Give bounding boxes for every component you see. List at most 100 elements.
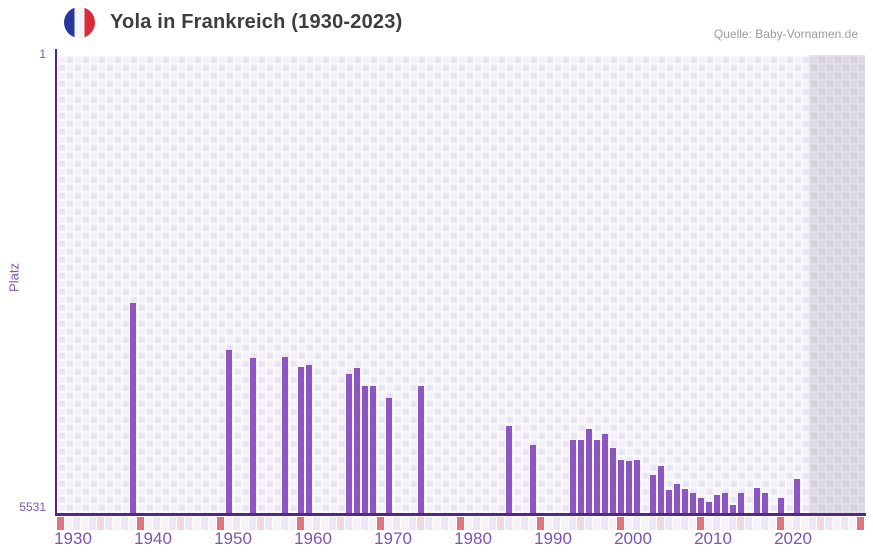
bar-1967[interactable] bbox=[370, 386, 376, 513]
marker-cell-1977 bbox=[449, 516, 456, 530]
bar-2018[interactable] bbox=[778, 498, 784, 513]
marker-cell-1928 bbox=[57, 516, 64, 530]
marker-cell-1963 bbox=[337, 516, 344, 530]
y-tick-label-top: 1 bbox=[39, 47, 46, 61]
bar-1997[interactable] bbox=[610, 448, 616, 513]
marker-cell-1935 bbox=[113, 516, 120, 530]
bar-1964[interactable] bbox=[346, 374, 352, 513]
bar-1995[interactable] bbox=[594, 440, 600, 513]
marker-cell-2027 bbox=[849, 516, 856, 530]
bar-1952[interactable] bbox=[250, 358, 256, 513]
x-tick-label-2000: 2000 bbox=[614, 529, 652, 548]
bar-1993[interactable] bbox=[578, 440, 584, 513]
marker-cell-1997 bbox=[609, 516, 616, 530]
bar-2008[interactable] bbox=[698, 498, 704, 513]
marker-cell-1989 bbox=[545, 516, 552, 530]
bar-2012[interactable] bbox=[730, 505, 736, 513]
marker-cell-1943 bbox=[177, 516, 184, 530]
bar-1973[interactable] bbox=[418, 386, 424, 513]
marker-cell-2009 bbox=[705, 516, 712, 530]
bar-1994[interactable] bbox=[586, 429, 592, 513]
x-tick-label-2020: 2020 bbox=[774, 529, 812, 548]
bar-2015[interactable] bbox=[754, 488, 760, 513]
bar-1999[interactable] bbox=[626, 461, 632, 513]
marker-cell-1988 bbox=[537, 516, 544, 530]
bar-1987[interactable] bbox=[530, 445, 536, 513]
marker-cell-1930 bbox=[73, 516, 80, 530]
marker-cell-2000 bbox=[633, 516, 640, 530]
bar-1966[interactable] bbox=[362, 386, 368, 513]
marker-cell-1980 bbox=[473, 516, 480, 530]
marker-cell-2005 bbox=[673, 516, 680, 530]
marker-cell-1947 bbox=[209, 516, 216, 530]
source-credit-link[interactable]: Quelle: Baby-Vornamen.de bbox=[713, 27, 858, 41]
marker-cell-2020 bbox=[793, 516, 800, 530]
marker-cell-1940 bbox=[153, 516, 160, 530]
marker-cell-1994 bbox=[585, 516, 592, 530]
marker-cell-2012 bbox=[729, 516, 736, 530]
marker-cell-2026 bbox=[841, 516, 848, 530]
bar-1949[interactable] bbox=[226, 350, 232, 513]
marker-cell-1929 bbox=[65, 516, 72, 530]
bar-1937[interactable] bbox=[130, 303, 136, 513]
marker-cell-1931 bbox=[81, 516, 88, 530]
marker-cell-1964 bbox=[345, 516, 352, 530]
bar-1998[interactable] bbox=[618, 460, 624, 513]
marker-cell-1966 bbox=[361, 516, 368, 530]
marker-cell-1967 bbox=[369, 516, 376, 530]
bar-2000[interactable] bbox=[634, 460, 640, 513]
bar-2003[interactable] bbox=[658, 466, 664, 513]
bar-2006[interactable] bbox=[682, 489, 688, 513]
marker-cell-1982 bbox=[489, 516, 496, 530]
marker-cell-1934 bbox=[105, 516, 112, 530]
marker-cell-2017 bbox=[769, 516, 776, 530]
marker-cell-1951 bbox=[241, 516, 248, 530]
marker-cell-1973 bbox=[417, 516, 424, 530]
marker-cell-2008 bbox=[697, 516, 704, 530]
future-years-shaded-band bbox=[809, 55, 865, 513]
x-tick-label-1930: 1930 bbox=[54, 529, 92, 548]
bar-2005[interactable] bbox=[674, 484, 680, 513]
x-tick-label-2010: 2010 bbox=[694, 529, 732, 548]
bar-2007[interactable] bbox=[690, 493, 696, 513]
bar-1958[interactable] bbox=[298, 367, 304, 513]
marker-cell-2019 bbox=[785, 516, 792, 530]
bar-1956[interactable] bbox=[282, 357, 288, 513]
bar-1984[interactable] bbox=[506, 426, 512, 513]
marker-cell-1962 bbox=[329, 516, 336, 530]
x-tick-label-1990: 1990 bbox=[534, 529, 572, 548]
bar-2010[interactable] bbox=[714, 495, 720, 513]
bar-1965[interactable] bbox=[354, 368, 360, 513]
bar-2016[interactable] bbox=[762, 493, 768, 513]
bar-2020[interactable] bbox=[794, 479, 800, 513]
y-axis-title: Platz bbox=[6, 263, 22, 292]
bar-1969[interactable] bbox=[386, 398, 392, 513]
bar-2011[interactable] bbox=[722, 493, 728, 513]
marker-cell-1946 bbox=[201, 516, 208, 530]
bar-1992[interactable] bbox=[570, 440, 576, 513]
chart-plot-area bbox=[57, 55, 865, 513]
marker-cell-1983 bbox=[497, 516, 504, 530]
bar-2013[interactable] bbox=[738, 493, 744, 513]
marker-cell-1956 bbox=[281, 516, 288, 530]
bar-2004[interactable] bbox=[666, 490, 672, 513]
marker-cell-1972 bbox=[409, 516, 416, 530]
marker-cell-1987 bbox=[529, 516, 536, 530]
bar-1996[interactable] bbox=[602, 434, 608, 513]
marker-cell-1955 bbox=[273, 516, 280, 530]
marker-cell-1938 bbox=[137, 516, 144, 530]
marker-cell-1933 bbox=[97, 516, 104, 530]
bar-1959[interactable] bbox=[306, 365, 312, 513]
marker-cell-1953 bbox=[257, 516, 264, 530]
marker-cell-1970 bbox=[393, 516, 400, 530]
marker-cell-1993 bbox=[577, 516, 584, 530]
marker-cell-2007 bbox=[689, 516, 696, 530]
marker-cell-1942 bbox=[169, 516, 176, 530]
bar-2002[interactable] bbox=[650, 475, 656, 513]
x-tick-label-1970: 1970 bbox=[374, 529, 412, 548]
bar-2009[interactable] bbox=[706, 502, 712, 513]
marker-cell-1958 bbox=[297, 516, 304, 530]
marker-cell-1969 bbox=[385, 516, 392, 530]
marker-cell-2024 bbox=[825, 516, 832, 530]
marker-cell-1981 bbox=[481, 516, 488, 530]
